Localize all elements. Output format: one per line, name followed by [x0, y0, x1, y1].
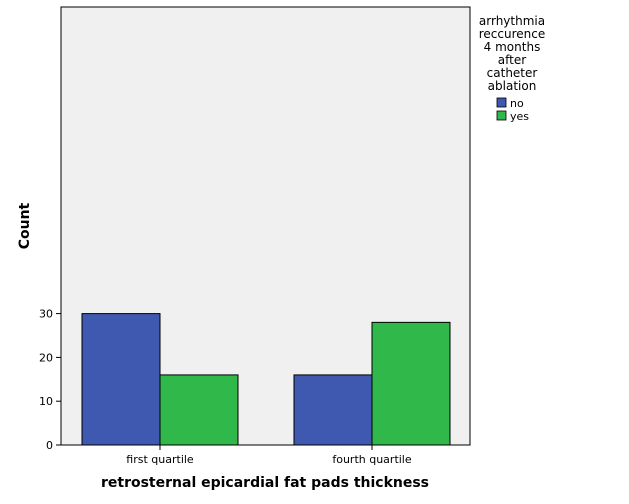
- legend-title-line: catheter: [487, 66, 538, 80]
- bar-yes-first-quartile: [159, 374, 239, 446]
- x-tick-label: fourth quartile: [332, 453, 412, 466]
- y-axis-title: Count: [17, 202, 33, 249]
- legend-title-line: ablation: [488, 79, 537, 93]
- y-tick-label: 20: [39, 351, 53, 364]
- x-axis-title: retrosternal epicardial fat pads thickne…: [101, 475, 429, 491]
- axes-layer: first quartile fourth quartile 0 10 20 30: [39, 308, 412, 466]
- x-tick-label: first quartile: [126, 453, 194, 466]
- y-tick-label: 10: [39, 395, 53, 408]
- legend-title-line: reccurence: [479, 27, 546, 41]
- bar-yes-fourth-quartile: [371, 321, 451, 446]
- legend-label-no: no: [510, 97, 524, 110]
- legend-label-yes: yes: [510, 110, 529, 123]
- legend-swatch-yes: [496, 110, 507, 121]
- legend-title-line: arrhythmia: [479, 14, 545, 28]
- legend: arrhythmia reccurence 4 months after cat…: [479, 14, 546, 123]
- bars-layer: [81, 313, 451, 446]
- bar-no-fourth-quartile: [293, 374, 373, 446]
- bar-no-first-quartile: [81, 313, 161, 446]
- legend-title-line: after: [498, 53, 526, 67]
- legend-swatch-no: [496, 97, 507, 108]
- legend-title-line: 4 months: [484, 40, 541, 54]
- y-tick-label: 30: [39, 308, 53, 321]
- y-tick-label: 0: [46, 439, 53, 452]
